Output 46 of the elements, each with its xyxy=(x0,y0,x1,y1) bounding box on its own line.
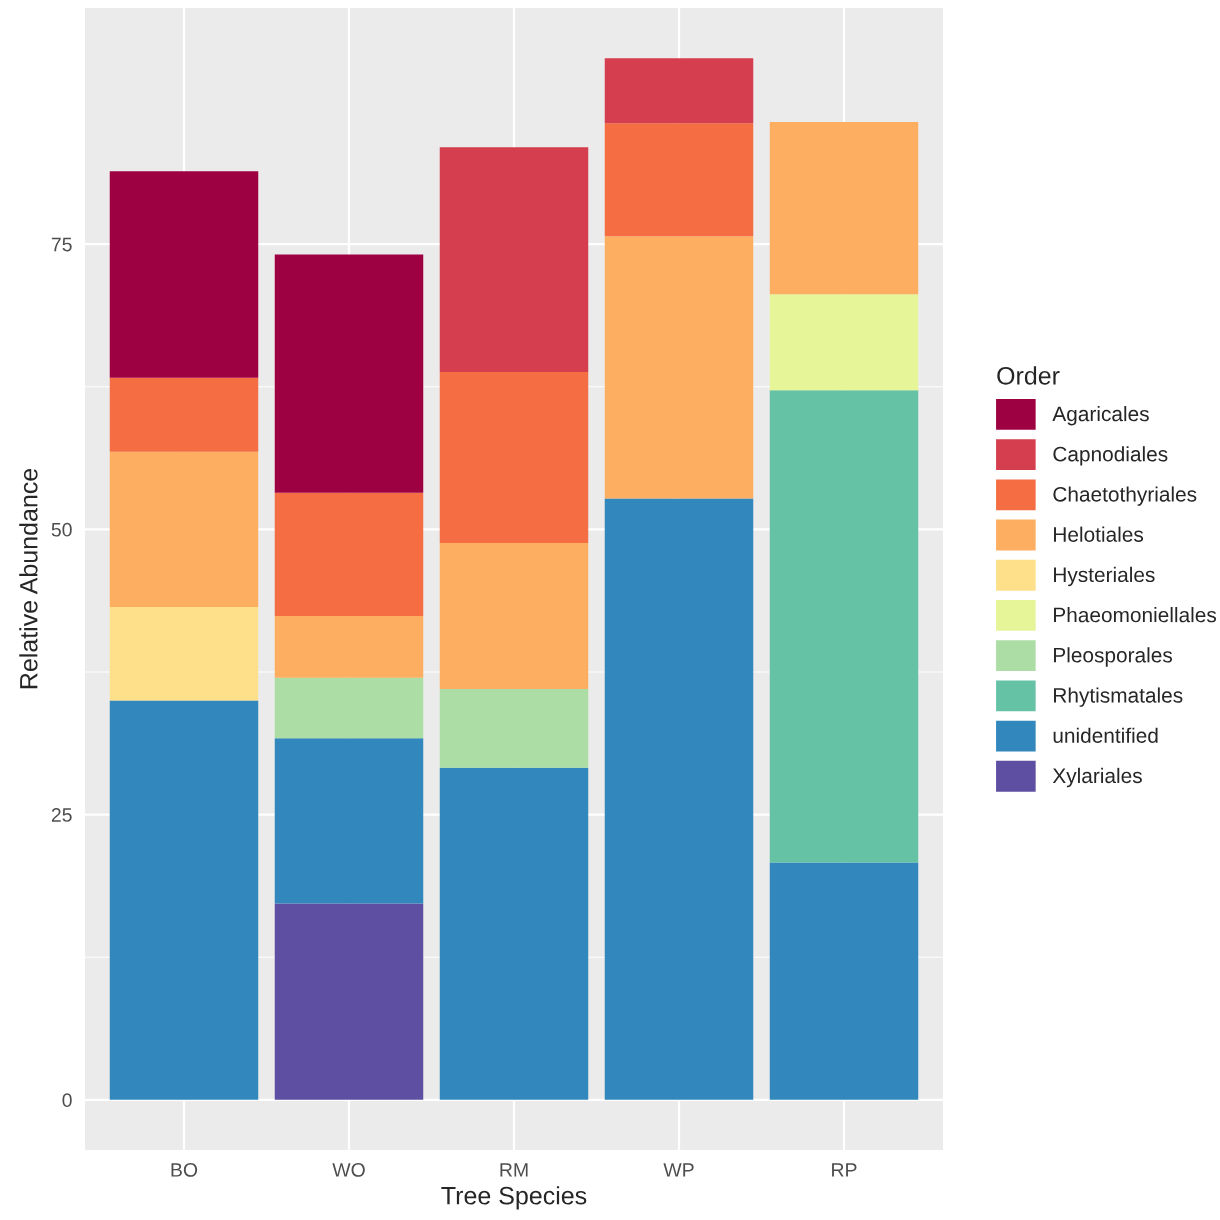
x-tick-label: WO xyxy=(332,1163,365,1177)
legend-label: unidentified xyxy=(1053,727,1158,743)
x-tick-label: RM xyxy=(500,1163,528,1177)
legend-label: Rhytismatales xyxy=(1054,687,1183,707)
bar xyxy=(439,371,589,544)
x-tick-label: WP xyxy=(663,1163,694,1177)
legend-label: Phaeomoniellales xyxy=(1054,607,1217,623)
bar xyxy=(769,122,919,295)
y-tick-label: 50 xyxy=(51,522,72,537)
y-axis-title: Relative Abundance xyxy=(19,468,38,689)
bar xyxy=(439,147,589,372)
bar xyxy=(274,492,424,617)
bar xyxy=(439,689,589,768)
bar xyxy=(274,903,424,1100)
bar xyxy=(769,294,919,391)
bar xyxy=(769,862,919,1100)
bar xyxy=(769,390,919,863)
bar xyxy=(604,236,754,499)
bar xyxy=(439,767,589,1100)
bar xyxy=(109,606,259,701)
bar xyxy=(274,677,424,739)
y-tick-label: 25 xyxy=(51,808,72,822)
legend-label: Helotiales xyxy=(1054,526,1144,542)
legend-label: Agaricales xyxy=(1052,405,1149,426)
legend-label: Pleosporales xyxy=(1054,647,1173,667)
x-tick-label: BO xyxy=(171,1163,198,1177)
x-axis-title: Tree Species xyxy=(441,1186,587,1210)
legend-label: Hysteriales xyxy=(1054,566,1155,587)
y-tick-label: 75 xyxy=(51,237,72,252)
bar xyxy=(604,498,754,1100)
bar xyxy=(109,171,259,378)
legend-label: Capnodiales xyxy=(1053,446,1168,466)
legend-label: Xylariales xyxy=(1052,767,1142,788)
bar xyxy=(109,377,259,452)
legend-label: Chaetothyriales xyxy=(1053,486,1197,506)
bar xyxy=(274,738,424,904)
bar xyxy=(109,700,259,1100)
legend-title: Order xyxy=(997,366,1060,385)
bar xyxy=(274,254,424,493)
bar xyxy=(604,58,754,124)
bar xyxy=(439,543,589,690)
bar xyxy=(274,616,424,678)
bar xyxy=(109,451,259,607)
x-tick-label: RP xyxy=(832,1163,857,1177)
y-tick-label: 0 xyxy=(62,1093,72,1108)
bar xyxy=(604,123,754,237)
